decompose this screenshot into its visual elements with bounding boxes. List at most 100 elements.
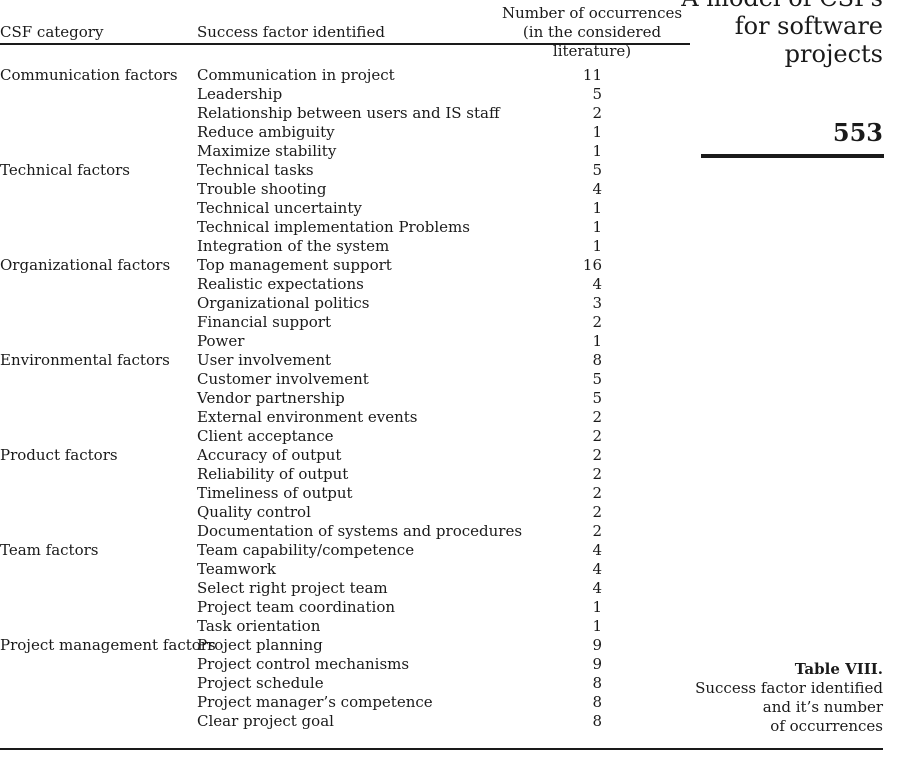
occurrences-cell: 5 <box>592 161 602 179</box>
table-row: External environment events 2 <box>0 408 690 427</box>
success-factor-cell: Project team coordination <box>197 598 396 616</box>
occurrences-cell: 4 <box>592 275 602 293</box>
occurrences-cell: 1 <box>592 142 602 160</box>
table-row: Integration of the system 1 <box>0 237 690 256</box>
table-row: Project control mechanisms 9 <box>0 655 690 674</box>
success-factor-cell: Project planning <box>197 636 323 654</box>
table-row: Leadership 5 <box>0 85 690 104</box>
table-row: Reduce ambiguity 1 <box>0 123 690 142</box>
occurrences-cell: 5 <box>592 85 602 103</box>
table-row: Technical implementation Problems 1 <box>0 218 690 237</box>
success-factor-cell: Relationship between users and IS staff <box>197 104 500 122</box>
occurrences-cell: 16 <box>582 256 602 274</box>
success-factor-cell: Technical uncertainty <box>197 199 362 217</box>
table-row: Timeliness of output 2 <box>0 484 690 503</box>
occurrences-cell: 4 <box>592 541 602 559</box>
occurrences-cell: 4 <box>592 579 602 597</box>
occurrences-cell: 4 <box>592 180 602 198</box>
page-number: 553 <box>832 118 883 147</box>
occurrences-cell: 2 <box>592 104 602 122</box>
table-row: Environmental factors User involvement 8 <box>0 351 690 370</box>
header-occurrences-line2: (in the considered literature) <box>522 23 662 60</box>
success-factor-cell: Timeliness of output <box>197 484 353 502</box>
csf-category-cell: Organizational factors <box>0 256 171 274</box>
success-factor-cell: Power <box>197 332 245 350</box>
table-row: Project team coordination 1 <box>0 598 690 617</box>
occurrences-cell: 2 <box>592 446 602 464</box>
table-row: Product factors Accuracy of output 2 <box>0 446 690 465</box>
occurrences-cell: 8 <box>592 693 602 711</box>
table-row: Client acceptance 2 <box>0 427 690 446</box>
success-factor-cell: Communication in project <box>197 66 395 84</box>
success-factor-cell: Project schedule <box>197 674 324 692</box>
success-factor-cell: Teamwork <box>197 560 277 578</box>
table-row: Financial support 2 <box>0 313 690 332</box>
header-rule <box>0 43 690 45</box>
success-factor-cell: Technical tasks <box>197 161 314 179</box>
occurrences-cell: 1 <box>592 332 602 350</box>
success-factor-cell: Accuracy of output <box>197 446 342 464</box>
table-row: Team factors Team capability/competence 4 <box>0 541 690 560</box>
occurrences-cell: 2 <box>592 427 602 445</box>
bottom-rule <box>0 748 883 750</box>
success-factor-cell: Vendor partnership <box>197 389 345 407</box>
table-row: Technical uncertainty 1 <box>0 199 690 218</box>
table-row: Communication factors Communication in pr… <box>0 66 690 85</box>
caption-title: Table VIII. <box>794 660 883 678</box>
running-title-line: for software <box>734 12 883 40</box>
table-row: Select right project team 4 <box>0 579 690 598</box>
success-factor-cell: Reliability of output <box>197 465 349 483</box>
csf-category-cell: Environmental factors <box>0 351 170 369</box>
table-body: Communication factors Communication in pr… <box>0 66 690 731</box>
occurrences-cell: 9 <box>592 655 602 673</box>
occurrences-cell: 2 <box>592 313 602 331</box>
csf-category-cell: Product factors <box>0 446 118 464</box>
success-factor-cell: Organizational politics <box>197 294 370 312</box>
success-factor-cell: Team capability/competence <box>197 541 415 559</box>
success-factor-cell: Project manager’s competence <box>197 693 433 711</box>
side-rule <box>701 154 884 158</box>
occurrences-cell: 1 <box>592 237 602 255</box>
header-success-factor: Success factor identified <box>197 23 385 41</box>
table-row: Task orientation 1 <box>0 617 690 636</box>
csf-category-cell: Communication factors <box>0 66 178 84</box>
success-factor-cell: Select right project team <box>197 579 388 597</box>
running-title-line: A model of CSFs <box>681 0 883 12</box>
table-row: Documentation of systems and procedures 2 <box>0 522 690 541</box>
table-row: Project management factors Project planni… <box>0 636 690 655</box>
occurrences-cell: 2 <box>592 484 602 502</box>
occurrences-cell: 2 <box>592 465 602 483</box>
success-factor-cell: Maximize stability <box>197 142 337 160</box>
success-factor-cell: Project control mechanisms <box>197 655 410 673</box>
table-row: Customer involvement 5 <box>0 370 690 389</box>
occurrences-cell: 3 <box>592 294 602 312</box>
table-row: Trouble shooting 4 <box>0 180 690 199</box>
occurrences-cell: 11 <box>582 66 602 84</box>
table-row: Technical factors Technical tasks 5 <box>0 161 690 180</box>
success-factor-cell: Quality control <box>197 503 311 521</box>
table-row: Power 1 <box>0 332 690 351</box>
success-factor-cell: Trouble shooting <box>197 180 327 198</box>
header-csf-category: CSF category <box>0 23 104 41</box>
table-caption: Table VIII. Success factor identified an… <box>695 660 883 736</box>
occurrences-cell: 2 <box>592 503 602 521</box>
success-factor-cell: Clear project goal <box>197 712 334 730</box>
success-factor-cell: Top management support <box>197 256 392 274</box>
occurrences-cell: 1 <box>592 617 602 635</box>
occurrences-cell: 1 <box>592 598 602 616</box>
occurrences-cell: 2 <box>592 522 602 540</box>
success-factor-cell: Leadership <box>197 85 283 103</box>
caption-line: Success factor identified <box>695 679 883 697</box>
table-row: Reliability of output 2 <box>0 465 690 484</box>
occurrences-cell: 1 <box>592 199 602 217</box>
success-factor-cell: Financial support <box>197 313 331 331</box>
table-row: Project manager’s competence 8 <box>0 693 690 712</box>
table-row: Project schedule 8 <box>0 674 690 693</box>
table-row: Organizational politics 3 <box>0 294 690 313</box>
csf-category-cell: Project management factors <box>0 636 216 654</box>
success-factor-cell: External environment events <box>197 408 418 426</box>
running-title: A model of CSFs for software projects <box>681 0 883 68</box>
occurrences-cell: 8 <box>592 712 602 730</box>
caption-line: of occurrences <box>770 717 883 735</box>
